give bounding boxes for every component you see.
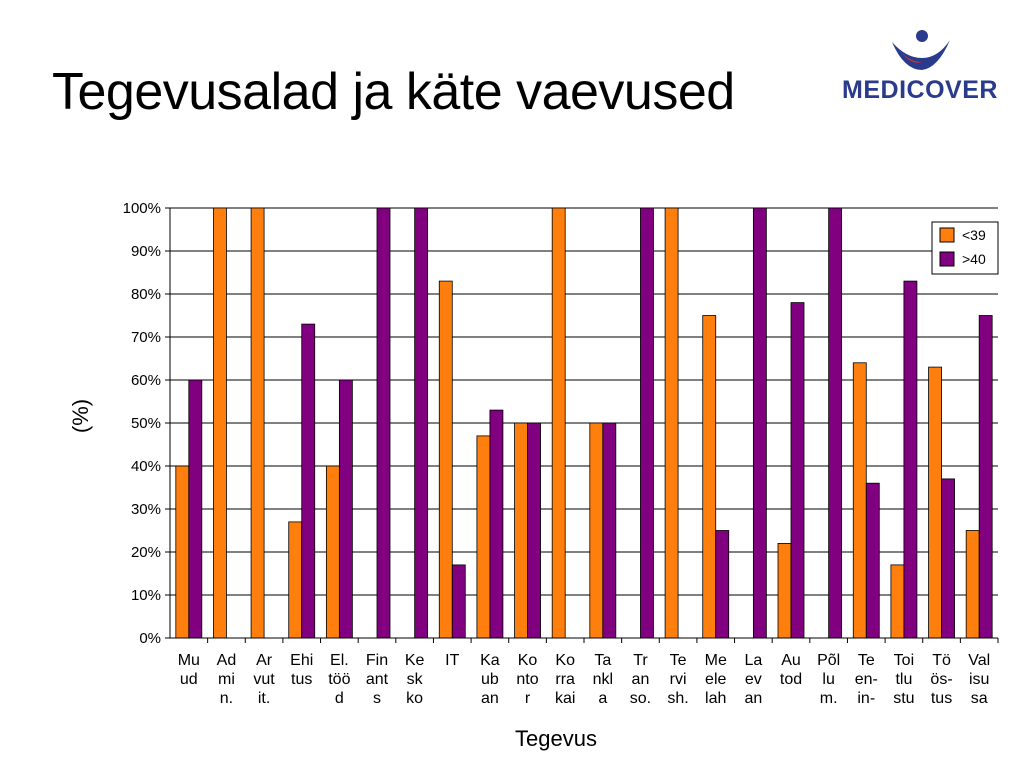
bar-gt40: [188, 379, 203, 639]
bar-lt39: [664, 207, 679, 639]
y-tick-label: 90%: [131, 243, 161, 260]
bar-lt39: [551, 207, 566, 639]
bar-lt39: [175, 465, 190, 639]
legend-label-lt39: <39: [962, 227, 986, 243]
x-category-label: Te rvi sh.: [667, 652, 688, 707]
medicover-logo: MEDICOVER: [840, 28, 1000, 108]
y-tick-label: 0%: [139, 630, 161, 647]
y-tick-label: 20%: [131, 544, 161, 561]
x-category-labels: Mu ud Ad mi n. Ar vut it. Ehi tus El. töö d Fin ant s Ke…: [178, 652, 990, 707]
y-tick-label: 70%: [131, 329, 161, 346]
bar-lt39: [250, 207, 265, 639]
bar-gt40: [489, 409, 504, 639]
legend-label-gt40: >40: [962, 251, 986, 267]
legend-swatch-lt39: [939, 227, 955, 243]
bar-lt39: [777, 543, 792, 639]
bar-gt40: [752, 207, 767, 639]
x-category-label: Ko nto r: [516, 652, 538, 707]
slide-title: Tegevusalad ja käte vaevused: [52, 63, 735, 121]
axes: [165, 207, 999, 643]
y-tick-labels: 0% 10% 20% 30% 40% 50% 60% 70% 80% 90% 100%: [123, 200, 161, 647]
logo-text: MEDICOVER: [842, 76, 998, 104]
bar-lt39: [476, 435, 491, 639]
x-category-label: Te en-in-: [855, 652, 878, 707]
medicover-logo-icon: [892, 30, 950, 70]
legend: <39 >40: [931, 221, 999, 275]
bar-gt40: [602, 422, 617, 639]
y-tick-label: 30%: [131, 501, 161, 518]
bar-gt40: [338, 379, 353, 639]
x-category-label: Me ele lah: [705, 652, 727, 707]
x-category-label: La ev an: [744, 652, 762, 707]
x-category-label: Tr an so.: [630, 652, 651, 707]
x-category-label: Ta nkl a: [593, 652, 613, 707]
y-tick-label: 50%: [131, 415, 161, 432]
x-category-label: Ka ub an: [480, 652, 500, 707]
y-tick-label: 40%: [131, 458, 161, 475]
x-category-label: Val isu sa: [968, 652, 990, 707]
x-category-label: Ko rra kai: [555, 652, 575, 707]
bar-gt40: [527, 422, 541, 639]
bar-gt40: [451, 564, 466, 639]
bar-lt39: [589, 422, 604, 639]
bar-lt39: [514, 422, 528, 639]
legend-swatch-gt40: [939, 251, 955, 267]
x-category-label: Tö ös-tus: [930, 652, 952, 707]
y-tick-label: 60%: [131, 372, 161, 389]
x-category-label: Au tod: [780, 652, 802, 688]
bars: [175, 207, 993, 639]
x-category-label: Ad mi n.: [217, 652, 237, 707]
x-category-label: Toi tlu stu: [893, 652, 914, 707]
y-tick-label: 80%: [131, 286, 161, 303]
x-category-label: Ehi tus: [290, 652, 313, 688]
bar-lt39: [213, 207, 227, 639]
x-category-label: IT: [445, 652, 459, 669]
x-category-label: El. töö d: [328, 652, 350, 707]
bar-lt39: [852, 362, 867, 639]
y-tick-label: 10%: [131, 587, 161, 604]
x-category-label: Ke sk ko: [405, 652, 425, 707]
bar-gt40: [790, 302, 805, 639]
bar-gt40: [376, 207, 391, 639]
bar-lt39: [325, 465, 340, 639]
bar-gt40: [640, 207, 654, 639]
bar-gt40: [978, 315, 993, 639]
bar-gt40: [715, 530, 730, 639]
y-axis-title: (%): [68, 399, 93, 433]
bar-lt39: [928, 366, 942, 639]
bar-gt40: [903, 280, 918, 639]
x-category-label: Mu ud: [178, 652, 200, 688]
x-category-label: Fin ant s: [366, 652, 389, 707]
x-axis-title: Tegevus: [515, 726, 597, 751]
bar-gt40: [941, 478, 955, 639]
bar-lt39: [965, 530, 980, 639]
bar-lt39: [890, 564, 905, 639]
bar-gt40: [414, 207, 429, 639]
y-tick-label: 100%: [123, 200, 161, 217]
x-category-label: Ar vut it.: [253, 652, 275, 707]
x-category-label: Põl lu m.: [817, 652, 840, 707]
bar-gt40: [828, 207, 843, 639]
bar-lt39: [288, 521, 303, 639]
bar-gt40: [301, 323, 316, 639]
bar-gt40: [865, 482, 880, 639]
bar-lt39: [702, 315, 717, 639]
bar-lt39: [438, 280, 453, 639]
